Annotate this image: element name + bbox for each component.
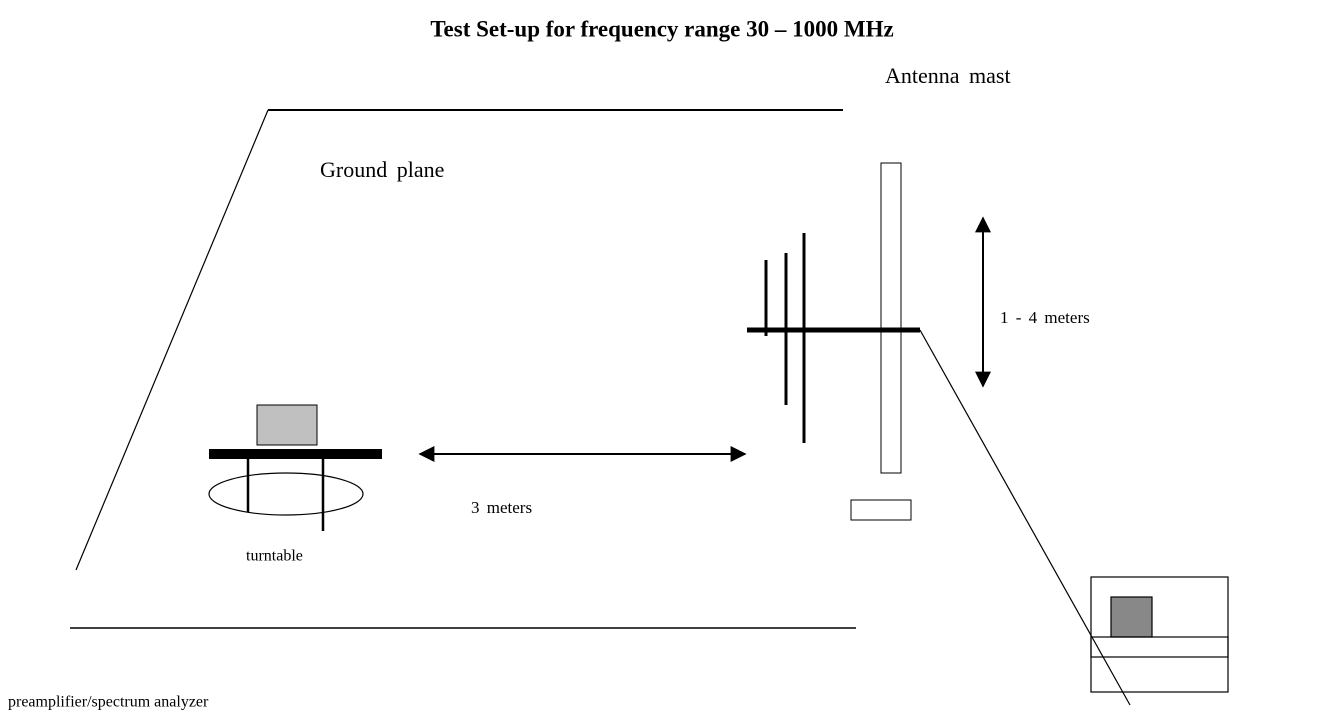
- distance-label: 3 meters: [471, 498, 532, 517]
- antenna-mast-label: Antenna mast: [885, 63, 1011, 88]
- ground-plane-label: Ground plane: [320, 157, 444, 182]
- turntable-label: turntable: [246, 548, 303, 565]
- title: Test Set-up for frequency range 30 – 100…: [430, 16, 893, 41]
- ground-plane: [70, 109, 856, 629]
- height-label: 1 - 4 meters: [1000, 308, 1090, 327]
- turntable: [208, 404, 382, 531]
- receiver: [1090, 576, 1229, 693]
- receiver-label: preamplifier/spectrum analyzer: [8, 694, 209, 711]
- cable: [919, 329, 1131, 706]
- antenna: [747, 162, 920, 521]
